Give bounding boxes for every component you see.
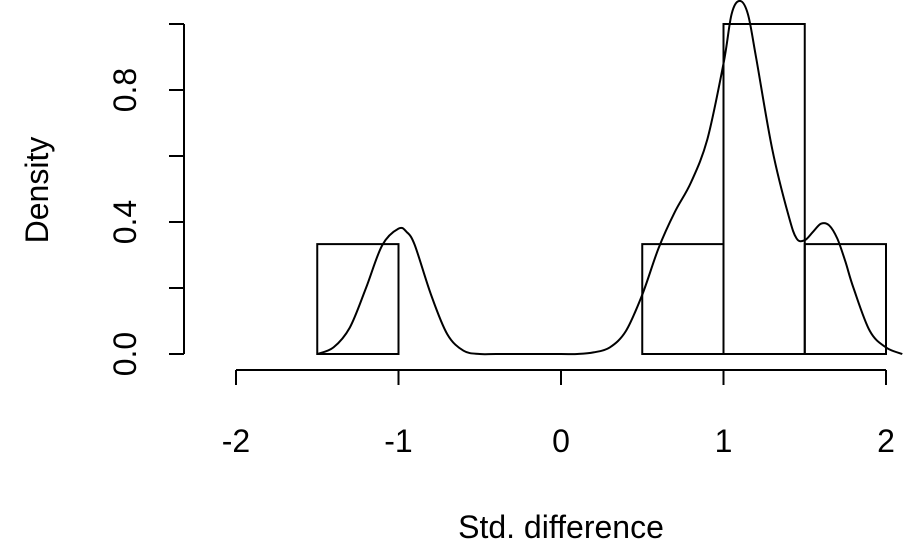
labels-layer: -2 -1 0 1 2 0.0 0.4 0.8 xyxy=(107,68,895,459)
density-curve xyxy=(316,0,903,356)
density-curve-layer xyxy=(316,0,903,356)
y-tick-label: 0.8 xyxy=(107,68,143,112)
histogram-bar-1 xyxy=(316,243,400,355)
y-axis-title: Density xyxy=(19,137,55,244)
histogram-bar-3 xyxy=(722,23,806,355)
x-axis-title: Std. difference xyxy=(458,509,664,545)
x-tick-label: -1 xyxy=(384,423,412,459)
histogram-bar-4 xyxy=(803,243,887,355)
x-tick-label: 1 xyxy=(715,423,733,459)
y-tick-label: 0.4 xyxy=(107,200,143,244)
x-tick-label: 0 xyxy=(552,423,570,459)
x-tick-label: -2 xyxy=(222,423,250,459)
x-tick-label: 2 xyxy=(877,423,895,459)
y-tick-label: 0.0 xyxy=(107,332,143,376)
bars-layer xyxy=(316,23,887,355)
axes-layer xyxy=(169,23,887,385)
